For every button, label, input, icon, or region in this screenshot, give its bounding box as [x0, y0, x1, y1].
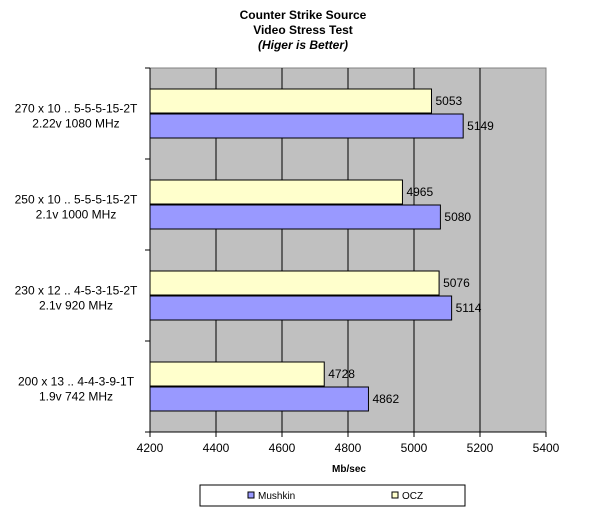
category-label-line1: 230 x 12 .. 4-5-3-15-2T — [15, 284, 138, 298]
bar-mushkin-2 — [149, 295, 453, 321]
category-label-line2: 2.1v 1000 MHz — [36, 208, 117, 222]
axes — [145, 67, 547, 437]
bar-mushkin-1 — [149, 204, 441, 230]
legend-swatch-ocz — [391, 491, 399, 499]
x-tick-label-4400: 4400 — [203, 441, 230, 455]
legend: Mushkin OCZ — [199, 484, 466, 507]
bar-ocz-0 — [149, 88, 432, 114]
labels: 4200 4400 4600 4800 5000 5200 5400 270 x 10 .. … — [15, 94, 560, 455]
category-label-line1: 270 x 10 .. 5-5-5-15-2T — [15, 102, 138, 116]
legend-box — [199, 484, 466, 507]
category-label-line2: 2.1v 920 MHz — [39, 299, 113, 313]
data-label-mushkin-0: 5149 — [467, 119, 494, 133]
data-label-ocz-3: 4728 — [328, 367, 355, 381]
category-label-line2: 1.9v 742 MHz — [39, 390, 113, 404]
x-tick-label-4200: 4200 — [137, 441, 164, 455]
bar-ocz-1 — [149, 179, 403, 205]
x-axis-title: Mb/sec — [332, 464, 366, 475]
data-label-mushkin-2: 5114 — [456, 301, 482, 315]
legend-label-ocz: OCZ — [402, 491, 423, 502]
x-tick-label-5200: 5200 — [467, 441, 494, 455]
data-label-ocz-2: 5076 — [443, 276, 470, 290]
x-tick-label-5000: 5000 — [401, 441, 428, 455]
data-label-ocz-0: 5053 — [435, 94, 462, 108]
data-label-mushkin-1: 5080 — [444, 210, 471, 224]
legend-label-mushkin: Mushkin — [258, 491, 295, 502]
bar-ocz-3 — [149, 361, 325, 387]
bar-mushkin-3 — [149, 386, 369, 412]
category-label-line1: 250 x 10 .. 5-5-5-15-2T — [15, 193, 138, 207]
chart-note: (Higer is Better) — [258, 38, 348, 52]
data-label-ocz-1: 4965 — [406, 185, 433, 199]
category-label-line2: 2.22v 1080 MHz — [32, 117, 119, 131]
bar-mushkin-0 — [149, 113, 464, 139]
x-tick-label-4600: 4600 — [269, 441, 296, 455]
data-label-mushkin-3: 4862 — [372, 392, 399, 406]
x-tick-label-5400: 5400 — [533, 441, 560, 455]
chart-title: Counter Strike Source — [240, 8, 367, 22]
bar-ocz-2 — [149, 270, 440, 296]
x-tick-label-4800: 4800 — [335, 441, 362, 455]
chart-subtitle: Video Stress Test — [253, 23, 353, 37]
category-label-line1: 200 x 13 .. 4-4-3-9-1T — [18, 375, 135, 389]
legend-swatch-mushkin — [247, 491, 255, 499]
